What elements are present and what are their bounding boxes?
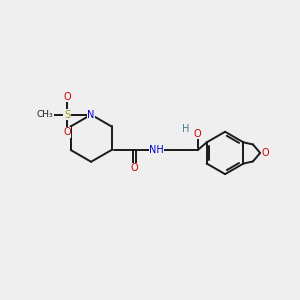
Text: H: H [182, 124, 189, 134]
Text: O: O [63, 92, 71, 102]
Text: O: O [131, 163, 138, 173]
Text: S: S [64, 110, 70, 120]
Text: O: O [194, 129, 202, 139]
Text: O: O [63, 127, 71, 137]
Text: CH₃: CH₃ [37, 110, 53, 119]
Text: O: O [262, 148, 269, 158]
Text: NH: NH [149, 145, 164, 155]
Text: N: N [87, 110, 95, 120]
